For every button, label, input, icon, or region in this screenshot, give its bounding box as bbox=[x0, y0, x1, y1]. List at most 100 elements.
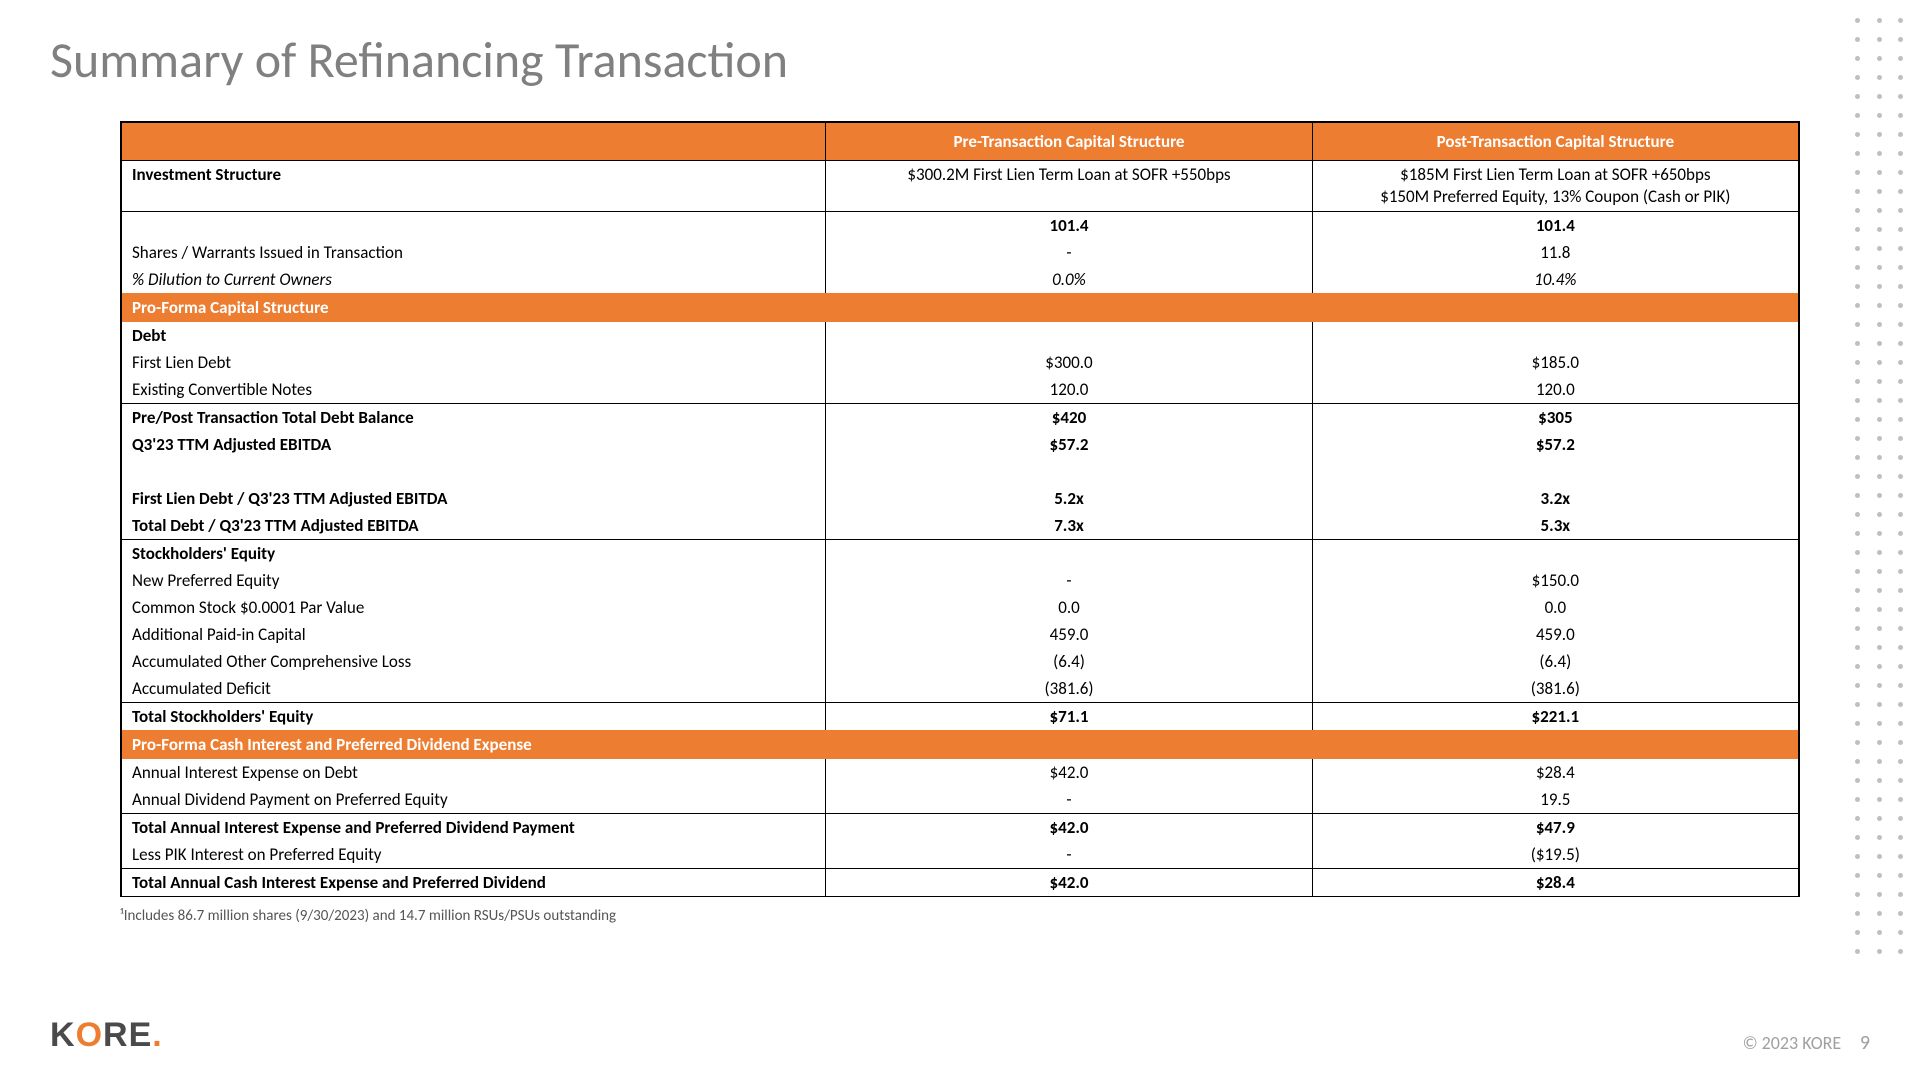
cell-pre: $420 bbox=[826, 404, 1312, 432]
cell-label: New Preferred Equity bbox=[122, 567, 826, 594]
row-dilution: % Dilution to Current Owners 0.0% 10.4% bbox=[122, 266, 1799, 293]
row-stockholders-equity-header: Stockholders' Equity bbox=[122, 540, 1799, 568]
cell-pre: $42.0 bbox=[826, 759, 1312, 786]
section-label: Pro-Forma Cash Interest and Preferred Di… bbox=[122, 730, 1799, 759]
cell-pre: (381.6) bbox=[826, 675, 1312, 703]
row-total-debt-balance: Pre/Post Transaction Total Debt Balance … bbox=[122, 404, 1799, 432]
cell-post: $47.9 bbox=[1312, 814, 1798, 842]
cell-pre: 0.0 bbox=[826, 594, 1312, 621]
decorative-dots bbox=[1855, 0, 1910, 1080]
header-blank bbox=[122, 123, 826, 161]
cell-pre: 459.0 bbox=[826, 621, 1312, 648]
cell-label: Common Stock $0.0001 Par Value bbox=[122, 594, 826, 621]
cell-post: (6.4) bbox=[1312, 648, 1798, 675]
cell-label: Accumulated Deficit bbox=[122, 675, 826, 703]
cell-pre: (6.4) bbox=[826, 648, 1312, 675]
cell-post bbox=[1312, 322, 1798, 349]
row-investment-structure: Investment Structure $300.2M First Lien … bbox=[122, 161, 1799, 212]
row-total-stockholders-equity: Total Stockholders' Equity $71.1 $221.1 bbox=[122, 703, 1799, 731]
cell-label: % Dilution to Current Owners bbox=[122, 266, 826, 293]
row-shares-warrants: Shares / Warrants Issued in Transaction … bbox=[122, 239, 1799, 266]
row-accumulated-deficit: Accumulated Deficit (381.6) (381.6) bbox=[122, 675, 1799, 703]
cell-label: First Lien Debt bbox=[122, 349, 826, 376]
cell-pre: - bbox=[826, 567, 1312, 594]
section-proforma-capital: Pro-Forma Capital Structure bbox=[122, 293, 1799, 322]
cell-pre: $42.0 bbox=[826, 869, 1312, 897]
cell-label: Less PIK Interest on Preferred Equity bbox=[122, 841, 826, 869]
cell-post: 101.4 bbox=[1312, 212, 1798, 240]
cell-post: 10.4% bbox=[1312, 266, 1798, 293]
cell-label: Accumulated Other Comprehensive Loss bbox=[122, 648, 826, 675]
header-post: Post-Transaction Capital Structure bbox=[1312, 123, 1798, 161]
cell-label: Total Annual Interest Expense and Prefer… bbox=[122, 814, 826, 842]
cell-label: Total Debt / Q3'23 TTM Adjusted EBITDA bbox=[122, 512, 826, 540]
footnote: ¹Includes 86.7 million shares (9/30/2023… bbox=[120, 907, 1800, 925]
cell-post: 0.0 bbox=[1312, 594, 1798, 621]
slide-title: Summary of Refinancing Transaction bbox=[50, 30, 1870, 91]
row-total-cash-interest: Total Annual Cash Interest Expense and P… bbox=[122, 869, 1799, 897]
cell-pre: $300.2M First Lien Term Loan at SOFR +55… bbox=[826, 161, 1312, 212]
cell-post: $28.4 bbox=[1312, 869, 1798, 897]
row-convertible-notes: Existing Convertible Notes 120.0 120.0 bbox=[122, 376, 1799, 404]
row-spacer bbox=[122, 458, 1799, 485]
cell-post bbox=[1312, 540, 1798, 568]
cell-pre: - bbox=[826, 786, 1312, 814]
cell-post: (381.6) bbox=[1312, 675, 1798, 703]
cell-label: Annual Interest Expense on Debt bbox=[122, 759, 826, 786]
cell-label: Pre/Post Transaction Total Debt Balance bbox=[122, 404, 826, 432]
copyright: © 2023 KORE bbox=[1743, 1032, 1842, 1054]
cell-label: Shares / Warrants Issued in Transaction bbox=[122, 239, 826, 266]
cell-pre: $71.1 bbox=[826, 703, 1312, 731]
cell-label: Q3'23 TTM Adjusted EBITDA bbox=[122, 431, 826, 458]
cell-post: 3.2x bbox=[1312, 485, 1798, 512]
row-fl-ratio: First Lien Debt / Q3'23 TTM Adjusted EBI… bbox=[122, 485, 1799, 512]
section-proforma-cash: Pro-Forma Cash Interest and Preferred Di… bbox=[122, 730, 1799, 759]
cell-pre: 120.0 bbox=[826, 376, 1312, 404]
cell-pre: 0.0% bbox=[826, 266, 1312, 293]
cell-label: Total Stockholders' Equity bbox=[122, 703, 826, 731]
row-dividend-payment: Annual Dividend Payment on Preferred Equ… bbox=[122, 786, 1799, 814]
header-pre: Pre-Transaction Capital Structure bbox=[826, 123, 1312, 161]
cell-pre: $57.2 bbox=[826, 431, 1312, 458]
section-label: Pro-Forma Capital Structure bbox=[122, 293, 1799, 322]
cell-post: $185.0 bbox=[1312, 349, 1798, 376]
row-shares-outstanding: 101.4 101.4 bbox=[122, 212, 1799, 240]
cell-pre: 7.3x bbox=[826, 512, 1312, 540]
cell-label: Investment Structure bbox=[122, 161, 826, 212]
cell-post: $185M First Lien Term Loan at SOFR +650b… bbox=[1312, 161, 1798, 212]
cell-label: Annual Dividend Payment on Preferred Equ… bbox=[122, 786, 826, 814]
row-apic: Additional Paid-in Capital 459.0 459.0 bbox=[122, 621, 1799, 648]
cell-pre: - bbox=[826, 239, 1312, 266]
cell-post: 120.0 bbox=[1312, 376, 1798, 404]
cell-pre: 101.4 bbox=[826, 212, 1312, 240]
row-interest-expense: Annual Interest Expense on Debt $42.0 $2… bbox=[122, 759, 1799, 786]
row-new-preferred: New Preferred Equity - $150.0 bbox=[122, 567, 1799, 594]
cell-post: 19.5 bbox=[1312, 786, 1798, 814]
cell-post: $28.4 bbox=[1312, 759, 1798, 786]
kore-logo: KORE. bbox=[50, 1016, 163, 1055]
cell-post: 5.3x bbox=[1312, 512, 1798, 540]
cell-label bbox=[122, 212, 826, 240]
cell-pre: $300.0 bbox=[826, 349, 1312, 376]
row-adjusted-ebitda: Q3'23 TTM Adjusted EBITDA $57.2 $57.2 bbox=[122, 431, 1799, 458]
cell-label: Stockholders' Equity bbox=[122, 540, 826, 568]
row-less-pik: Less PIK Interest on Preferred Equity - … bbox=[122, 841, 1799, 869]
cell-pre: $42.0 bbox=[826, 814, 1312, 842]
cell-post: 459.0 bbox=[1312, 621, 1798, 648]
row-td-ratio: Total Debt / Q3'23 TTM Adjusted EBITDA 7… bbox=[122, 512, 1799, 540]
cell-post: $221.1 bbox=[1312, 703, 1798, 731]
cell-label: Debt bbox=[122, 322, 826, 349]
cell-post: $150.0 bbox=[1312, 567, 1798, 594]
cell-label: First Lien Debt / Q3'23 TTM Adjusted EBI… bbox=[122, 485, 826, 512]
cell-label: Total Annual Cash Interest Expense and P… bbox=[122, 869, 826, 897]
cell-pre: - bbox=[826, 841, 1312, 869]
cell-post: $305 bbox=[1312, 404, 1798, 432]
row-common-stock: Common Stock $0.0001 Par Value 0.0 0.0 bbox=[122, 594, 1799, 621]
row-first-lien-debt: First Lien Debt $300.0 $185.0 bbox=[122, 349, 1799, 376]
cell-post: ($19.5) bbox=[1312, 841, 1798, 869]
row-aocl: Accumulated Other Comprehensive Loss (6.… bbox=[122, 648, 1799, 675]
cell-label: Additional Paid-in Capital bbox=[122, 621, 826, 648]
cell-pre: 5.2x bbox=[826, 485, 1312, 512]
cell-label: Existing Convertible Notes bbox=[122, 376, 826, 404]
cell-pre bbox=[826, 540, 1312, 568]
